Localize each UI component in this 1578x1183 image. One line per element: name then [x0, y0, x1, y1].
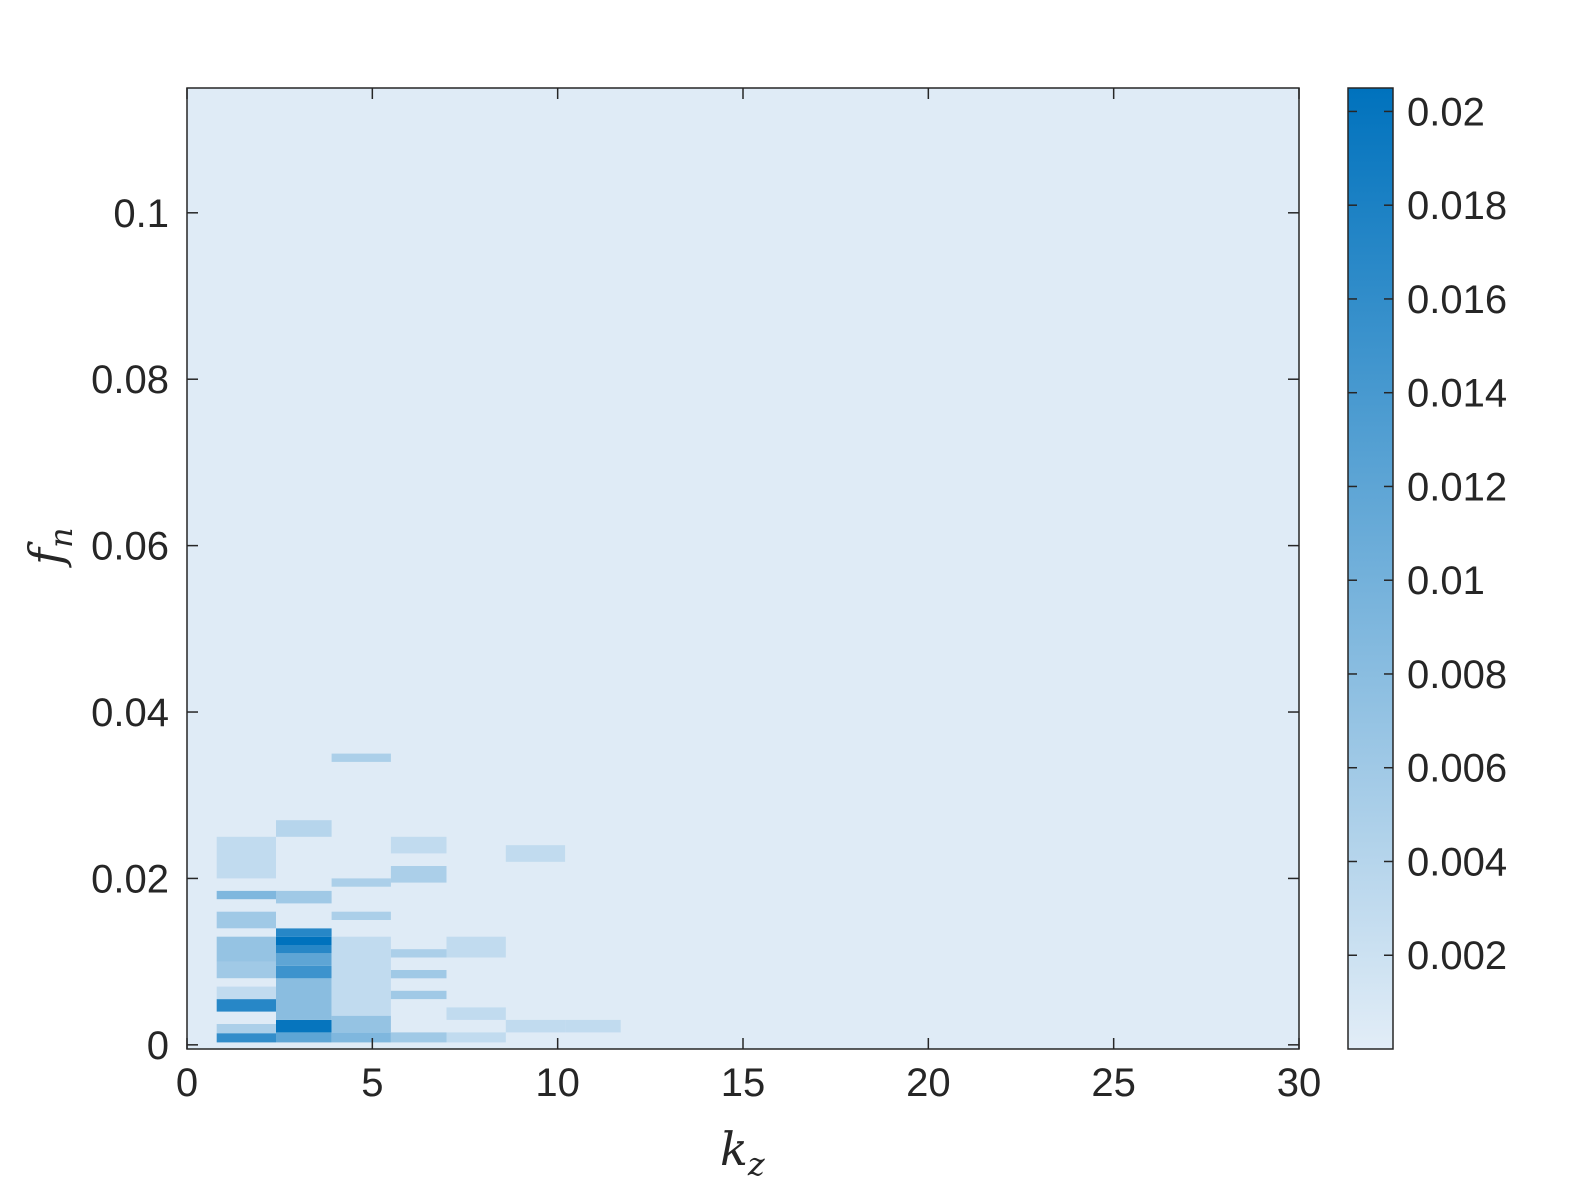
heatmap-cell [276, 1019, 332, 1033]
heatmap-cell [446, 1032, 506, 1043]
colorbar-tick-label: 0.018 [1407, 184, 1507, 228]
heatmap-cell [276, 953, 332, 966]
heatmap-cell [331, 1032, 391, 1043]
heatmap-cell [216, 1033, 276, 1043]
y-axis-label: fn [19, 527, 80, 568]
heatmap-cell [390, 866, 447, 883]
heatmap-cell [331, 1015, 391, 1033]
heatmap-cell [331, 936, 391, 1016]
colorbar-tick-label: 0.004 [1407, 840, 1507, 884]
heatmap-cell [216, 999, 276, 1012]
y-tick-label: 0.08 [91, 358, 169, 402]
y-axis: 0 0.02 0.04 0.06 0.08 0.1 [91, 192, 1299, 1068]
heatmap-cell [276, 965, 332, 979]
x-tick-label: 0 [176, 1061, 198, 1105]
x-axis-label: kz [720, 1122, 766, 1183]
heatmap-cell [216, 961, 276, 979]
heatmap-cell [216, 986, 276, 1000]
colorbar-tick-label: 0.012 [1407, 465, 1507, 509]
x-tick-label: 25 [1091, 1061, 1136, 1105]
colorbar-tick-label: 0.014 [1407, 372, 1507, 416]
x-tick-label: 30 [1277, 1061, 1322, 1105]
svg-text:fn: fn [19, 527, 80, 568]
heatmap-cell [276, 936, 332, 945]
colorbar [1347, 87, 1394, 1050]
x-tick-label: 5 [361, 1061, 383, 1105]
y-tick-label: 0.06 [91, 525, 169, 569]
colorbar-tick-label: 0.016 [1407, 278, 1507, 322]
heatmap-cell [390, 836, 447, 854]
heatmap-cell [216, 890, 276, 900]
colorbar-tick-label: 0.02 [1407, 90, 1485, 134]
heatmap-cell [390, 990, 447, 1000]
heatmap-cell [216, 1024, 276, 1034]
heatmap-cell [216, 836, 276, 879]
heatmap-cell [505, 1019, 566, 1033]
heatmap-cell [276, 1032, 332, 1043]
y-tick-label: 0.04 [91, 691, 169, 735]
heatmap-cell [390, 1032, 447, 1043]
heatmap-cell [446, 936, 506, 958]
heatmap-cell [331, 753, 391, 762]
colorbar-tick-label: 0.006 [1407, 747, 1507, 791]
heatmap-cell [331, 878, 391, 887]
heatmap-cell [276, 890, 332, 904]
heatmap-cell [331, 911, 391, 920]
colorbar-tick-label: 0.01 [1407, 559, 1485, 603]
x-tick-label: 15 [721, 1061, 766, 1105]
heatmap-cell [276, 928, 332, 937]
y-tick-label: 0 [147, 1024, 169, 1068]
x-tick-label: 10 [535, 1061, 580, 1105]
y-tick-label: 0.1 [113, 192, 169, 236]
heatmap-cell [565, 1019, 621, 1033]
heatmap-cell [390, 970, 447, 979]
heatmap-cell [216, 936, 276, 962]
heatmap-cell [390, 949, 447, 958]
plot-area [187, 88, 1299, 1049]
colorbar-ticks: 0.002 0.004 0.006 0.008 0.01 0.012 0.014 0.016 0… [1348, 90, 1507, 978]
colorbar-tick-label: 0.008 [1407, 653, 1507, 697]
x-axis: 0 5 10 15 20 25 30 [176, 88, 1321, 1105]
heatmap-cell [446, 1007, 506, 1020]
heatmap-cell [216, 911, 276, 929]
x-tick-label: 20 [906, 1061, 951, 1105]
heatmap-cell [505, 845, 566, 862]
heatmap-cell [276, 978, 332, 1020]
heatmap-cell [276, 820, 332, 837]
y-tick-label: 0.02 [91, 857, 169, 901]
heatmap-cells [216, 753, 621, 1043]
colorbar-tick-label: 0.002 [1407, 934, 1507, 978]
heatmap-cell [276, 945, 332, 954]
